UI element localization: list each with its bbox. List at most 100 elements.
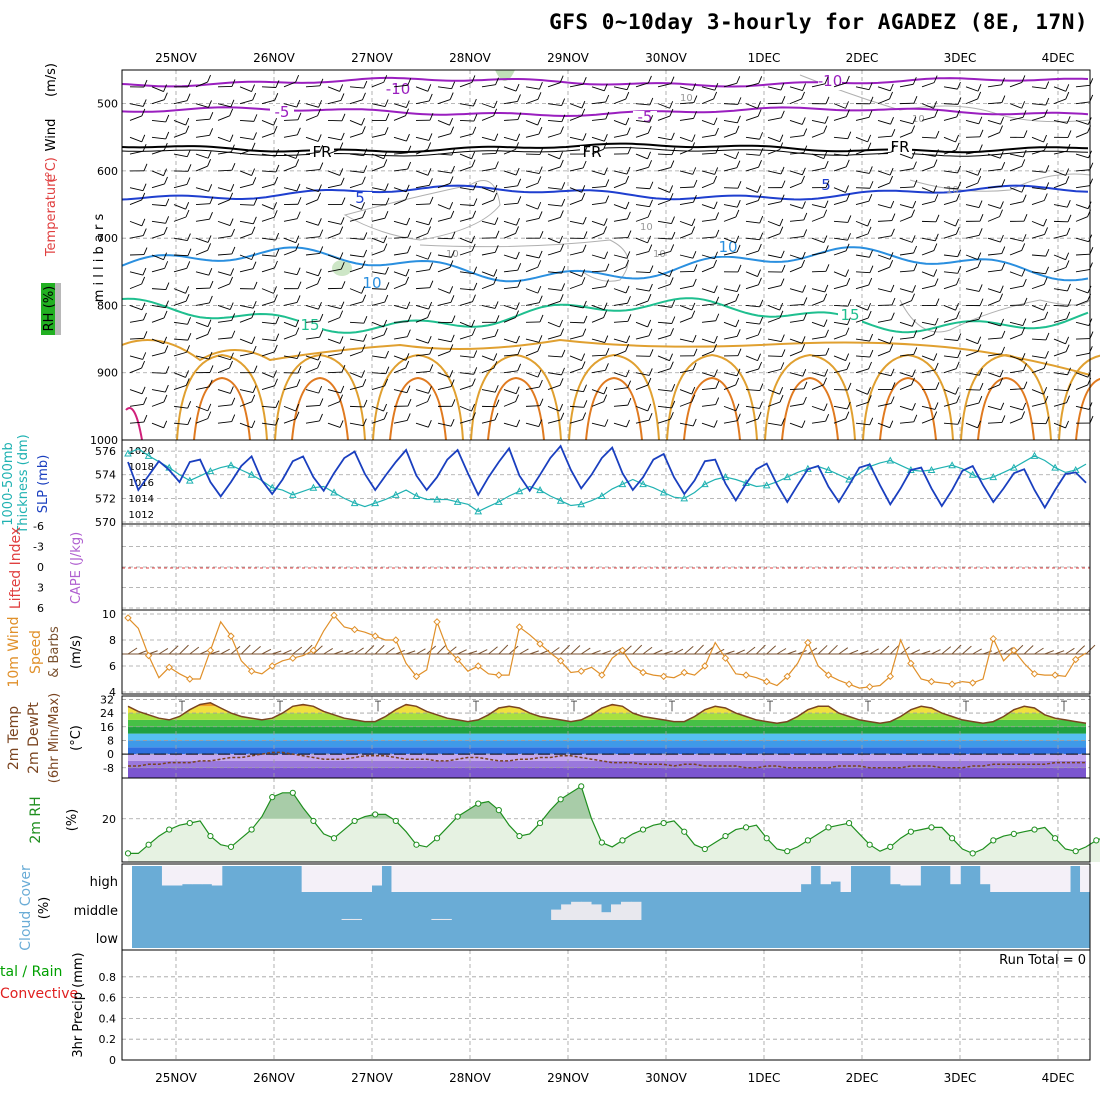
wind-barb-451 bbox=[371, 250, 385, 256]
wind-barb-611 bbox=[987, 300, 1000, 306]
wind-barb-488 bbox=[217, 271, 231, 276]
thickness-point-80 bbox=[948, 461, 956, 469]
wind-barb-445 bbox=[239, 254, 252, 261]
wind-barb-45 bbox=[151, 99, 165, 105]
wind-barb-flag-612 bbox=[1023, 297, 1028, 306]
run-total-label: Run Total = 0 bbox=[999, 953, 1086, 968]
wind-barb-flag-645 bbox=[779, 310, 784, 319]
wind-barb-629 bbox=[415, 317, 428, 323]
wind-barb-flag-816 bbox=[671, 383, 676, 392]
wind-barb-flag-604 bbox=[847, 299, 852, 307]
wind-barb-flag-457 bbox=[515, 251, 520, 260]
wind-barb-894 bbox=[437, 422, 452, 427]
wind-barb-750 bbox=[173, 372, 186, 378]
wind-barb-618 bbox=[173, 321, 188, 325]
wind-barb-flag-859 bbox=[647, 403, 652, 412]
wind-barb-418 bbox=[613, 237, 628, 239]
wind-barb-flag-585 bbox=[428, 301, 433, 310]
precip-legend-conv: Convective bbox=[0, 986, 78, 1002]
cloud-high-gap-86 bbox=[990, 866, 1001, 892]
wind-barb-flag-751 bbox=[209, 365, 214, 373]
wind-barb-flag-752 bbox=[229, 360, 233, 369]
wind-barb-flag-102 bbox=[449, 118, 453, 126]
wind-barb-369 bbox=[503, 220, 517, 226]
wind-barb-166 bbox=[877, 135, 892, 138]
wind-barb-550 bbox=[613, 288, 627, 294]
wind10-barb-47 bbox=[611, 647, 622, 655]
wind-barb-777 bbox=[767, 368, 781, 374]
dewpt-line bbox=[128, 751, 1086, 769]
rh-contour-4 bbox=[899, 299, 1091, 333]
wind-barb-507 bbox=[635, 271, 650, 273]
wind-barb-197 bbox=[591, 148, 604, 155]
wind-barb-87 bbox=[1075, 101, 1090, 105]
wind-barb-873 bbox=[943, 402, 957, 407]
wind-barb-817 bbox=[679, 389, 692, 395]
wind-barb-flag-9 bbox=[339, 84, 344, 92]
wind-barb-115 bbox=[723, 120, 738, 124]
wind-barb-flag-771 bbox=[648, 368, 653, 376]
wind-barb-849 bbox=[415, 401, 428, 407]
wind-barb-692 bbox=[833, 334, 847, 340]
wind-barb-328 bbox=[569, 199, 582, 205]
wind-barb-flag-558 bbox=[802, 285, 807, 293]
cloud-row-high: high bbox=[90, 875, 118, 890]
wind-barb-flag-198 bbox=[627, 146, 632, 155]
wind-barb-216 bbox=[1009, 153, 1024, 158]
wind-barb-44 bbox=[129, 103, 144, 107]
wind-barb-302 bbox=[965, 182, 978, 189]
wind-barb-flag-632 bbox=[495, 315, 500, 323]
wind-barb-660 bbox=[129, 337, 144, 340]
wind-barb-706 bbox=[173, 351, 187, 357]
wind-barb-100 bbox=[393, 115, 406, 121]
wind-barb-594 bbox=[613, 302, 628, 306]
wind-barb-flag-782 bbox=[890, 368, 895, 376]
wind-barb-flag-453 bbox=[427, 252, 432, 260]
wind-barb-flag-618 bbox=[187, 317, 191, 325]
wind-barb-76 bbox=[833, 103, 846, 109]
wind-barb-732 bbox=[745, 355, 758, 362]
wind-barb-225 bbox=[239, 170, 252, 177]
slp-line bbox=[127, 444, 1087, 510]
wind-barb-43 bbox=[1075, 84, 1090, 88]
wind-barb-308 bbox=[129, 199, 142, 205]
wind-barb-473 bbox=[855, 254, 870, 258]
wind-barb-flag-0 bbox=[143, 79, 148, 88]
wind-barb-134 bbox=[173, 132, 187, 138]
wind-barb-494 bbox=[349, 267, 363, 273]
wind-barb-flag-292 bbox=[757, 185, 761, 193]
cloud-high-gap-23 bbox=[361, 866, 372, 892]
cloud-row-low: low bbox=[96, 932, 119, 947]
wind-barb-497 bbox=[415, 269, 430, 273]
wind-barb-98 bbox=[349, 120, 362, 126]
wind-barb-637 bbox=[591, 317, 604, 323]
wind-barb-700 bbox=[1009, 334, 1022, 340]
wind-barb-132 bbox=[129, 136, 142, 143]
wind-barb-flag-656 bbox=[1022, 318, 1027, 326]
wind-barb-48 bbox=[217, 103, 232, 108]
wind10-barb-49 bbox=[632, 644, 643, 655]
rh2m-point-76 bbox=[907, 828, 914, 835]
wind-barb-flag-358 bbox=[273, 210, 278, 218]
wind-barb-flag-269 bbox=[252, 177, 257, 185]
wind-barb-500 bbox=[481, 271, 495, 277]
wind10-point-22 bbox=[350, 625, 359, 634]
wind-barb-754 bbox=[261, 372, 274, 378]
wind-barb-flag-462 bbox=[626, 251, 631, 259]
wind-barb-flag-98 bbox=[361, 118, 365, 126]
wind-barb-flag-66 bbox=[625, 91, 630, 100]
wind10-barb-10 bbox=[230, 645, 241, 655]
wind-barb-flag-492 bbox=[317, 268, 322, 276]
wind-barb-flag-151 bbox=[560, 126, 564, 134]
wind-barb-96 bbox=[305, 115, 318, 121]
wind-barb-flag-55 bbox=[384, 99, 389, 107]
wind-barb-869 bbox=[855, 401, 869, 407]
wind-barb-flag-882 bbox=[187, 417, 192, 425]
wind-barb-flag-594 bbox=[627, 296, 631, 304]
wind-barb-flag-195 bbox=[559, 151, 563, 160]
rh2m-point-74 bbox=[887, 843, 894, 850]
wind-barb-flag-59 bbox=[472, 98, 477, 107]
wind-barb-flag-681 bbox=[604, 335, 609, 343]
wind-barb-787 bbox=[987, 372, 1001, 378]
wind-barb-flag-194 bbox=[539, 147, 544, 155]
